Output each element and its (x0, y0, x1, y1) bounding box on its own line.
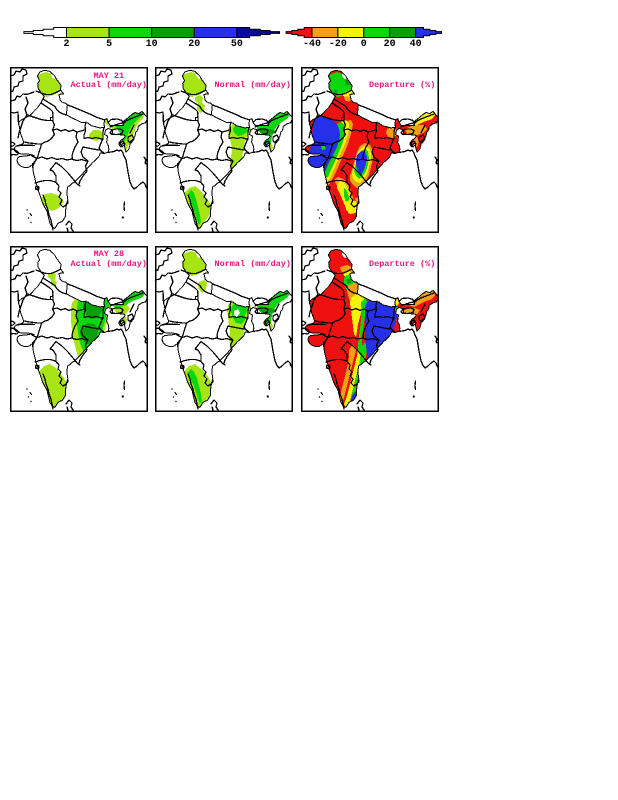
may28-normal-region-green-10 (187, 368, 202, 404)
colorbar1-segment-1 (108, 27, 153, 38)
may21-normal-region-chartreuse-3 (228, 123, 251, 171)
may21-departure-region-blue-15 (355, 151, 367, 175)
panel-may21-normal: Normal (mm/day) (155, 67, 293, 233)
colorbar1-segment-2 (151, 27, 195, 38)
may28-departure-region-yellow-9 (343, 341, 363, 407)
panel-frame (9, 67, 148, 233)
colorbar2-segment-2 (363, 27, 391, 38)
panel-title: Actual (mm/day) (70, 80, 148, 90)
colorbar2-left-arrow (285, 27, 313, 38)
panel-title: Departure (%) (369, 80, 436, 90)
colorbar2-tick-label: 40 (409, 39, 422, 50)
may28-actual-region-chartreuse-9 (38, 363, 68, 407)
may28-departure-region-dark_green-5 (346, 278, 351, 283)
india-basemap-linework (155, 68, 293, 233)
colorbar2-tick-label: -40 (302, 39, 321, 50)
colorbar2-tick-label: -20 (328, 39, 347, 50)
map-may28-departure (300, 245, 439, 412)
colorbar1-tick-label: 2 (63, 39, 70, 50)
colorbar2-tick-label: 20 (383, 39, 396, 50)
colorbar1-segment-0 (66, 27, 110, 38)
panel-may28-departure: Departure (%) (300, 245, 439, 412)
colorbar1-tick-label: 10 (145, 39, 158, 50)
panel-date-label: MAY 21 (93, 70, 125, 81)
colorbar2-segment-0 (311, 27, 339, 38)
may21-departure-region-dark_green-3 (333, 89, 337, 93)
panel-may21-actual: MAY 21 Actual (mm/day) (9, 67, 148, 233)
map-may21-departure (300, 67, 439, 233)
may21-departure-region-orange-7 (323, 120, 353, 186)
panel-frame (300, 245, 439, 412)
may28-normal-region-white-5 (234, 308, 240, 317)
colorbar2-segment-3 (389, 27, 417, 38)
may28-normal-region-chartreuse-2 (198, 279, 207, 293)
colorbar2-right-arrow (415, 27, 442, 38)
india-basemap-linework (155, 246, 293, 412)
panel-title: Normal (mm/day) (214, 258, 292, 269)
panel-title: Departure (%) (369, 258, 436, 269)
may28-actual-region-chartreuse-0 (47, 271, 57, 287)
colorbar1-tick-label: 20 (188, 39, 201, 50)
colorbar1-tick-label: 50 (230, 39, 243, 50)
panel-title: Actual (mm/day) (70, 258, 148, 269)
colorbar2-segment-1 (337, 27, 365, 38)
may21-departure-region-yellow-8 (322, 120, 349, 183)
colorbar1-right-arrow (236, 27, 280, 38)
map-may28-actual (9, 245, 148, 412)
colorbars (23, 27, 442, 38)
may21-departure-region-green-11 (320, 146, 326, 150)
panel-title: Normal (mm/day) (214, 80, 292, 90)
panel-may28-normal: Normal (mm/day) (155, 245, 293, 412)
colorbar2-tick-label: 0 (360, 39, 367, 50)
map-may21-normal (155, 67, 293, 233)
panel-may28-actual: MAY 28 Actual (mm/day) (9, 245, 148, 412)
map-may21-actual (9, 67, 148, 233)
may28-departure-region-orange-7 (336, 343, 356, 407)
colorbar1-segment-3 (193, 27, 238, 38)
india-basemap-linework (9, 68, 148, 233)
colorbar1-left-arrow (23, 27, 67, 38)
panel-may21-departure: Departure (%) (300, 67, 439, 233)
may21-normal-region-green-9 (188, 190, 201, 225)
panel-frame (155, 245, 293, 412)
panel-frame (300, 67, 439, 233)
may21-normal-region-chartreuse-2 (195, 95, 205, 113)
colorbar1-tick-label: 5 (106, 39, 113, 50)
panel-date-label: MAY 28 (93, 249, 125, 259)
map-may28-normal (155, 245, 293, 412)
panel-frame (9, 245, 148, 412)
panel-frame (155, 67, 293, 233)
